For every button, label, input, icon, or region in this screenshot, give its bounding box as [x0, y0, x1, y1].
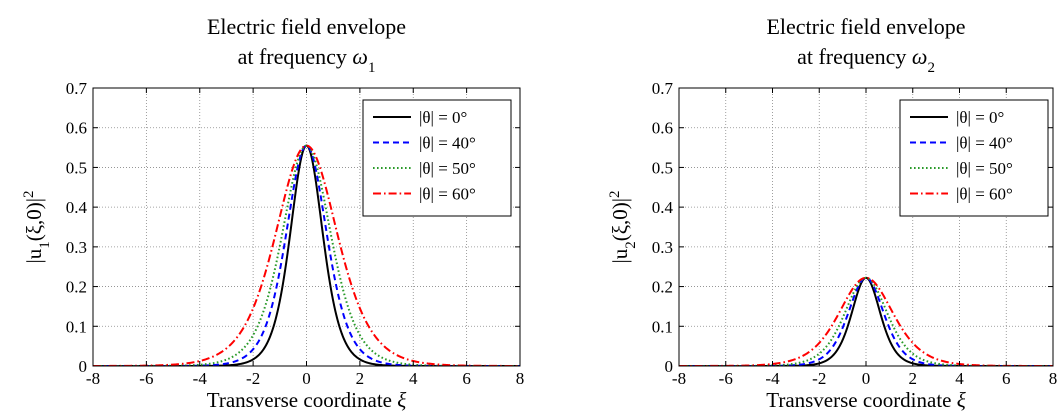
x-axis-label: Transverse coordinate ξ: [207, 388, 407, 412]
x-tick-label: 0: [302, 369, 311, 388]
y-tick-label: 0: [79, 357, 88, 376]
x-axis-label: Transverse coordinate ξ: [766, 388, 966, 412]
legend-box: [899, 99, 1049, 217]
y-axis-label: |u1(ξ,0)|2: [21, 190, 53, 263]
legend-label-0: |θ| = 0°: [956, 108, 1004, 127]
y-tick-label: 0: [665, 357, 674, 376]
x-tick-label: -4: [193, 369, 208, 388]
x-tick-label: -8: [86, 369, 100, 388]
y-tick-label: 0.3: [66, 238, 87, 257]
legend-label-3: |θ| = 60°: [956, 185, 1013, 204]
chart-title: Electric field envelope: [207, 14, 406, 39]
y-tick-label: 0.1: [652, 317, 673, 336]
series-line-0: [93, 144, 520, 366]
y-tick-label: 0.2: [652, 278, 673, 297]
x-tick-label: 2: [356, 369, 365, 388]
y-tick-label: 0.2: [66, 278, 87, 297]
x-tick-label: 4: [409, 369, 418, 388]
legend-label-1: |θ| = 40°: [956, 134, 1013, 153]
x-tick-label: -2: [246, 369, 260, 388]
x-tick-label: 8: [1049, 369, 1058, 388]
y-axis-label: |u2(ξ,0)|2: [607, 190, 639, 263]
x-tick-label: 2: [909, 369, 918, 388]
y-tick-label: 0.5: [652, 158, 673, 177]
series-line-3: [93, 144, 520, 366]
chart-title: Electric field envelope: [766, 14, 965, 39]
legend-label-1: |θ| = 40°: [419, 134, 476, 153]
x-tick-label: -2: [812, 369, 826, 388]
y-tick-label: 0.1: [66, 317, 87, 336]
x-tick-label: 4: [955, 369, 964, 388]
x-tick-label: -6: [719, 369, 733, 388]
chart-panel-frequency-2: Electric field envelope at frequency ω2 -8…: [532, 0, 1063, 419]
legend-label-3: |θ| = 60°: [419, 185, 476, 204]
legend-label-0: |θ| = 0°: [419, 108, 467, 127]
x-tick-label: 6: [1002, 369, 1011, 388]
x-tick-label: 8: [516, 369, 525, 388]
y-tick-label: 0.7: [66, 79, 88, 98]
x-tick-label: -6: [139, 369, 153, 388]
chart-frequency-1: Electric field envelope at frequency ω1 -8…: [21, 14, 525, 412]
y-tick-label: 0.5: [66, 158, 87, 177]
y-tick-label: 0.6: [652, 119, 673, 138]
chart-panel-frequency-1: Electric field envelope at frequency ω1 -8…: [21, 14, 525, 412]
legend-label-2: |θ| = 50°: [419, 159, 476, 178]
chart-frequency-2: Electric field envelope at frequency ω2 -8…: [607, 14, 1058, 412]
y-tick-label: 0.4: [66, 198, 88, 217]
legend-label-2: |θ| = 50°: [956, 159, 1013, 178]
y-tick-label: 0.4: [652, 198, 674, 217]
y-tick-label: 0.6: [66, 119, 87, 138]
y-tick-label: 0.3: [652, 238, 673, 257]
x-tick-label: 6: [462, 369, 471, 388]
chart-subtitle: at frequency ω1: [238, 44, 376, 76]
chart-subtitle: at frequency ω2: [797, 44, 935, 76]
x-tick-label: -4: [765, 369, 780, 388]
legend-box: [362, 99, 512, 217]
x-tick-label: 0: [862, 369, 871, 388]
y-tick-label: 0.7: [652, 79, 674, 98]
x-tick-label: -8: [672, 369, 686, 388]
